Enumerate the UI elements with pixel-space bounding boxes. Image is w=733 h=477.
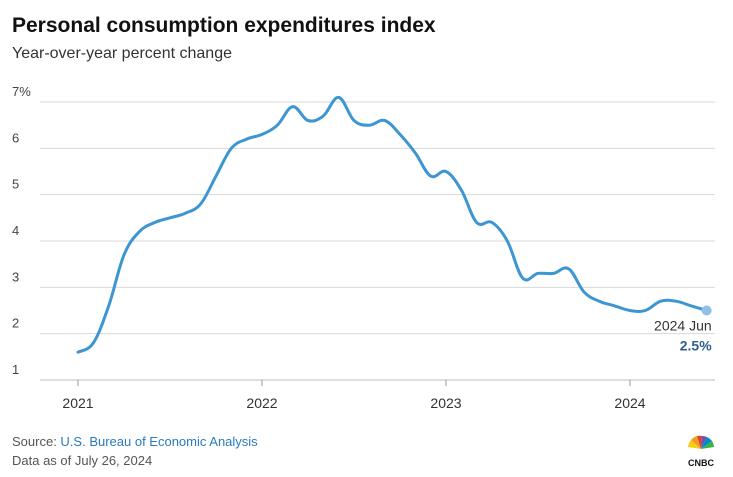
annotation-label: 2024 Jun xyxy=(654,318,712,334)
y-tick-label: 1 xyxy=(12,362,19,377)
x-tick-label: 2021 xyxy=(62,395,93,411)
y-axis-ticks: 7% 6 5 4 3 2 1 xyxy=(12,84,31,377)
y-tick-label: 5 xyxy=(12,177,19,192)
cnbc-logo: CNBC xyxy=(688,435,714,468)
x-tick-label: 2023 xyxy=(430,395,461,411)
annotation-value: 2.5% xyxy=(680,338,712,354)
y-tick-label: 3 xyxy=(12,269,19,284)
chart-grid xyxy=(40,101,715,381)
source-line: Source: U.S. Bureau of Economic Analysis xyxy=(12,434,258,449)
y-tick-label: 7% xyxy=(12,84,31,99)
cnbc-logo-text: CNBC xyxy=(688,458,714,468)
x-axis-ticks: 2021 2022 2023 2024 xyxy=(62,380,646,411)
source-prefix: Source: xyxy=(12,434,61,449)
end-point-marker xyxy=(701,305,712,316)
x-tick-label: 2024 xyxy=(614,395,645,411)
y-tick-label: 4 xyxy=(12,223,19,238)
chart-title: Personal consumption expenditures index xyxy=(12,14,436,37)
y-tick-label: 2 xyxy=(12,316,19,331)
pce-line-chart: 7% 6 5 4 3 2 1 2021 2022 2023 2024 2024 Jun 2.5% xyxy=(12,84,715,411)
peacock-icon xyxy=(688,435,714,449)
series-line xyxy=(76,95,709,354)
chart-subtitle: Year-over-year percent change xyxy=(12,45,232,62)
x-tick-label: 2022 xyxy=(246,395,277,411)
source-link[interactable]: U.S. Bureau of Economic Analysis xyxy=(60,434,258,449)
data-as-of: Data as of July 26, 2024 xyxy=(12,453,153,468)
y-tick-label: 6 xyxy=(12,130,19,145)
